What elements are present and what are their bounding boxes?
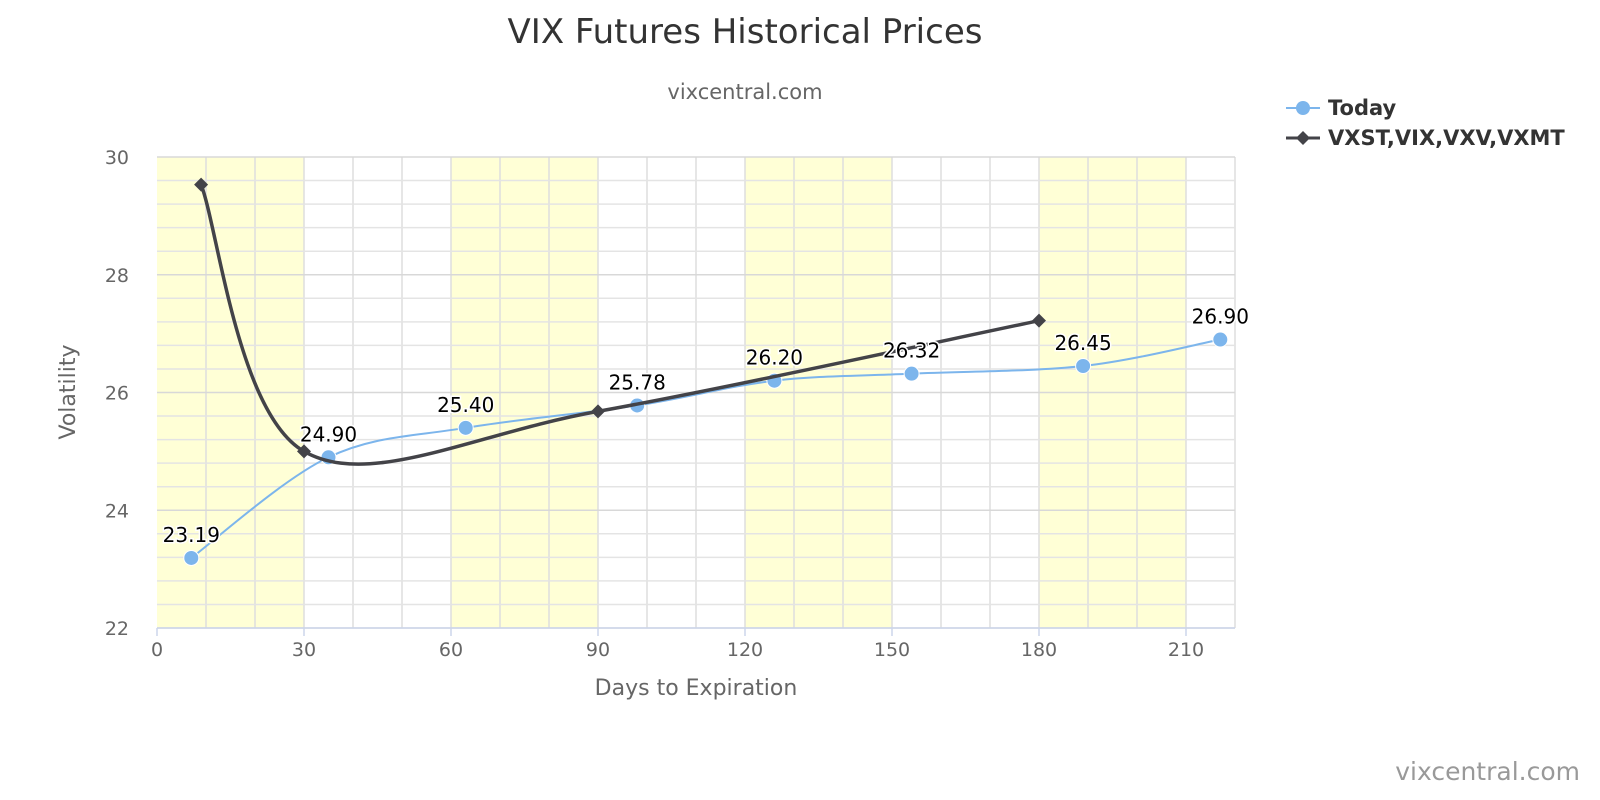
x-axis-title: Days to Expiration [595,676,798,701]
point-term-structure-2 [591,404,605,419]
x-tick-label-60: 60 [439,639,463,661]
data-label-today-7: 26.90 [1192,305,1249,329]
legend: Today VXST,VIX,VXV,VXMT [1286,93,1565,153]
x-tick-label-150: 150 [874,639,910,661]
point-today-2 [457,419,474,436]
chart-title: VIX Futures Historical Prices [507,12,983,52]
data-label-today-3: 25.78 [609,370,666,394]
point-term-structure-0 [194,177,209,192]
point-term-structure-1 [297,444,311,459]
circle-marker-icon [1286,101,1320,115]
legend-item-term-structure[interactable]: VXST,VIX,VXV,VXMT [1286,123,1565,153]
axes: 0 30 60 90 120 150 180 210 22 24 26 28 30 [105,147,1235,661]
x-tick-label-30: 30 [292,639,316,661]
point-today-5 [903,365,920,382]
y-axis-title: Volatility [56,344,81,439]
x-tick-label-180: 180 [1021,639,1057,661]
y-tick-label-28: 28 [105,265,129,287]
data-label-today-5: 26.32 [883,339,940,363]
y-tick-label-26: 26 [105,383,129,405]
x-tick-label-120: 120 [727,639,763,661]
data-label-today-6: 26.45 [1054,331,1111,355]
point-today-0 [183,549,200,566]
diamond-marker-icon [1286,131,1320,145]
legend-label-today: Today [1328,96,1397,120]
legend-item-today[interactable]: Today [1286,93,1565,123]
point-today-6 [1075,358,1092,375]
data-label-today-4: 26.20 [746,346,803,370]
series-line-term-structure [199,184,1040,466]
x-tick-label-90: 90 [586,639,610,661]
legend-label-term-structure: VXST,VIX,VXV,VXMT [1328,126,1565,150]
x-tick-label-0: 0 [151,639,163,661]
data-label-today-0: 23.19 [163,523,220,547]
data-label-today-2: 25.40 [437,393,494,417]
chart-subtitle: vixcentral.com [667,80,823,104]
series-layer [183,177,1229,566]
credit-text[interactable]: vixcentral.com [1395,757,1580,786]
point-today-7 [1212,331,1229,348]
y-tick-label-22: 22 [105,618,129,640]
data-label-today-1: 24.90 [300,422,357,446]
y-tick-label-30: 30 [105,147,129,169]
x-tick-label-210: 210 [1168,639,1204,661]
data-labels: 23.19 24.90 25.40 25.78 26.20 26.32 26.45 26.90 [161,303,1250,548]
point-term-structure-3 [1032,313,1046,328]
y-tick-label-24: 24 [105,500,129,522]
